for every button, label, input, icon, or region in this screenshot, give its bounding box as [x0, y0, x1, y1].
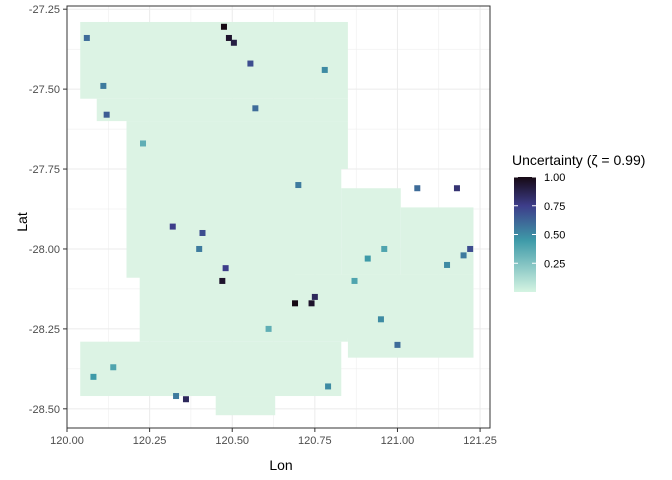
- heatmap-cell-hotspot: [295, 182, 302, 189]
- heatmap-cell-hotspot: [325, 383, 332, 390]
- heatmap-cell-hotspot: [110, 364, 117, 371]
- heatmap-cells: [80, 21, 474, 416]
- legend: Uncertainty (ζ = 0.99) 0.25 0.50 0.75 1.00: [512, 152, 645, 292]
- heatmap-cell-hotspot: [90, 373, 97, 380]
- heatmap-cell-hotspot: [247, 60, 254, 67]
- heatmap-cell-hotspot: [321, 66, 328, 73]
- heatmap-cell-hotspot: [377, 316, 384, 323]
- heatmap-cell-hotspot: [196, 245, 203, 252]
- heatmap-cell-hotspot: [252, 105, 259, 112]
- heatmap-cell-hotspot: [220, 23, 227, 30]
- heatmap-region: [215, 396, 276, 416]
- legend-tick-label: 0.25: [544, 258, 565, 270]
- y-tick-label: -27.25: [29, 4, 60, 16]
- heatmap-cell-hotspot: [460, 252, 467, 259]
- legend-title: Uncertainty (ζ = 0.99): [512, 152, 645, 168]
- x-tick-label: 120.25: [133, 435, 167, 447]
- y-tick-label: -27.75: [29, 164, 60, 176]
- heatmap-cell-hotspot: [311, 293, 318, 300]
- heatmap-region: [139, 274, 474, 339]
- x-tick-label: 120.75: [298, 435, 332, 447]
- heatmap-region: [80, 341, 342, 397]
- heatmap-cell-hotspot: [394, 341, 401, 348]
- heatmap-cell-hotspot: [381, 245, 388, 252]
- heatmap-cell-hotspot: [351, 277, 358, 284]
- heatmap-region: [126, 169, 296, 278]
- heatmap-region: [96, 98, 348, 122]
- heatmap-region: [295, 169, 342, 275]
- heatmap-cell-hotspot: [173, 393, 180, 400]
- x-tick-label: 121.25: [463, 435, 497, 447]
- heatmap-cell-hotspot: [100, 82, 107, 89]
- heatmap-cell-hotspot: [225, 34, 232, 41]
- legend-tick-label: 0.75: [544, 201, 565, 213]
- heatmap-cell-hotspot: [467, 245, 474, 252]
- y-tick-label: -28.25: [29, 324, 60, 336]
- uncertainty-hotspots: [83, 23, 474, 403]
- heatmap-region: [126, 121, 348, 170]
- heatmap-cell-hotspot: [199, 229, 206, 236]
- y-tick-label: -28.50: [29, 404, 60, 416]
- y-axis-title: Lat: [14, 212, 30, 232]
- legend-colorbar: [514, 177, 536, 292]
- plot-panel: [66, 5, 491, 429]
- heatmap-cell-hotspot: [222, 265, 229, 272]
- heatmap-region: [341, 188, 401, 275]
- heatmap-cell-hotspot: [219, 277, 226, 284]
- panel-border: [66, 5, 491, 429]
- heatmap-cell-hotspot: [308, 300, 315, 307]
- heatmap-cell-hotspot: [265, 325, 272, 332]
- heatmap-cell-hotspot: [230, 39, 237, 46]
- heatmap-cell-hotspot: [169, 223, 176, 230]
- heatmap-cell-hotspot: [453, 185, 460, 192]
- y-tick-label: -27.50: [29, 84, 60, 96]
- heatmap-cell-hotspot: [182, 396, 189, 403]
- heatmap-cell-hotspot: [140, 140, 147, 147]
- heatmap-cell-hotspot: [364, 255, 371, 262]
- heatmap-region: [139, 338, 348, 342]
- heatmap-cell-hotspot: [103, 111, 110, 118]
- legend-tick-label: 1.00: [544, 172, 565, 184]
- heatmap-region: [80, 21, 348, 99]
- heatmap-region: [400, 207, 474, 275]
- y-tick-label: -28.00: [29, 244, 60, 256]
- heatmap-cell-hotspot: [444, 261, 451, 268]
- heatmap-cell-hotspot: [83, 34, 90, 41]
- x-tick-label: 120.00: [50, 435, 84, 447]
- heatmap-cell-hotspot: [414, 185, 421, 192]
- x-tick-label: 121.00: [381, 435, 415, 447]
- legend-tick-label: 0.50: [544, 230, 565, 242]
- x-tick-label: 120.50: [215, 435, 249, 447]
- x-axis-title: Lon: [269, 457, 292, 473]
- heatmap-cell-hotspot: [292, 300, 299, 307]
- heatmap-region: [347, 338, 474, 358]
